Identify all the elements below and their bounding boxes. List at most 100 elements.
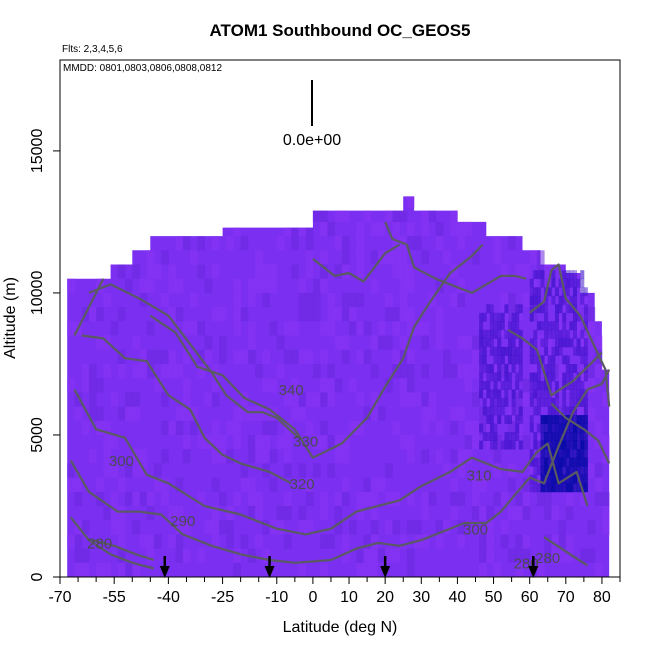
field-cell: [103, 435, 112, 450]
field-cell: [414, 520, 422, 535]
high-value-cell: [529, 372, 534, 382]
high-value-cell: [497, 398, 502, 407]
high-value-cell: [544, 432, 549, 441]
high-value-cell: [569, 381, 574, 390]
field-cell: [399, 392, 408, 407]
high-value-cell: [489, 415, 494, 424]
high-value-cell: [479, 423, 484, 433]
field-cell: [457, 364, 466, 379]
high-value-cell: [569, 389, 574, 399]
field-cell: [233, 406, 242, 421]
field-cell: [117, 520, 126, 535]
field-cell: [117, 349, 126, 364]
high-value-cell: [536, 406, 541, 416]
high-value-cell: [547, 406, 552, 416]
field-cell: [435, 236, 444, 251]
high-value-cell: [555, 423, 559, 433]
field-cell: [146, 491, 155, 506]
field-cell: [291, 321, 299, 336]
field-cell: [284, 435, 292, 450]
field-cell: [508, 236, 516, 251]
high-value-cell: [573, 287, 577, 297]
field-cell: [298, 520, 307, 535]
field-cell: [103, 463, 112, 478]
field-cell: [175, 236, 184, 251]
field-cell: [565, 534, 574, 549]
field-cell: [168, 349, 177, 364]
field-cell: [219, 349, 227, 364]
field-cell: [226, 520, 234, 535]
field-cell: [414, 392, 422, 407]
high-value-cell: [479, 372, 484, 382]
flight-arrow-head: [380, 566, 391, 578]
field-cell: [175, 534, 184, 549]
field-cell: [508, 406, 516, 421]
high-value-cell: [558, 483, 563, 493]
high-value-cell: [493, 312, 498, 322]
field-cell: [139, 534, 148, 549]
high-value-cell: [540, 321, 545, 331]
high-value-cell: [511, 355, 516, 365]
high-value-cell: [493, 440, 498, 450]
field-cell: [334, 449, 343, 464]
field-cell: [219, 449, 227, 464]
high-value-cell: [573, 483, 577, 493]
x-tick-label: -55: [103, 589, 126, 606]
field-cell: [443, 349, 451, 364]
field-cell: [269, 420, 278, 435]
high-value-cell: [576, 346, 581, 356]
high-value-cell: [569, 432, 574, 441]
field-cell: [298, 392, 307, 407]
high-value-cell: [583, 423, 588, 433]
high-value-cell: [562, 398, 567, 407]
field-cell: [312, 210, 321, 222]
field-cell: [161, 364, 169, 379]
high-value-cell: [544, 398, 549, 407]
high-value-cell: [497, 338, 502, 348]
field-cell: [161, 292, 169, 308]
field-cell: [508, 420, 516, 435]
field-cell: [385, 520, 393, 535]
field-cell: [219, 307, 227, 322]
high-value-cell: [544, 466, 549, 476]
x-axis: -70 -55 -40 -25 -10 0 10 20 30 40 50 60 70 80: [48, 577, 621, 606]
high-value-cell: [569, 398, 574, 407]
high-value-cell: [529, 483, 534, 493]
contour-line: [543, 536, 589, 567]
high-value-cell: [500, 355, 505, 365]
high-value-cell: [569, 483, 574, 493]
field-cell: [168, 307, 177, 322]
x-tick-label: 80: [593, 589, 611, 606]
field-cell: [594, 420, 603, 435]
field-cell: [168, 364, 177, 379]
high-value-cell: [497, 312, 502, 322]
field-cell: [211, 520, 220, 535]
field-cell: [508, 548, 516, 563]
field-cell: [117, 562, 126, 577]
high-value-cell: [489, 398, 494, 407]
field-cell: [522, 292, 531, 308]
field-cell: [233, 562, 242, 577]
high-value-cell: [518, 338, 523, 348]
high-value-cell: [551, 432, 556, 441]
high-value-cell: [504, 440, 509, 450]
field-cell: [435, 278, 444, 293]
high-value-cell: [573, 474, 577, 484]
high-value-cell: [562, 338, 567, 348]
field-cell: [414, 321, 422, 336]
high-value-cell: [544, 321, 549, 331]
high-value-cell: [547, 389, 552, 399]
field-cell: [161, 349, 169, 364]
high-value-cell: [533, 270, 538, 280]
field-cell: [536, 491, 545, 506]
field-cell: [558, 520, 567, 535]
field-cell: [74, 548, 83, 563]
field-cell: [522, 435, 531, 450]
high-value-cell: [479, 338, 484, 348]
high-value-cell: [493, 346, 498, 356]
field-cell: [262, 292, 270, 308]
field-cell: [96, 335, 104, 350]
field-cell: [291, 378, 299, 393]
high-value-cell: [583, 398, 588, 407]
field-cell: [182, 321, 191, 336]
